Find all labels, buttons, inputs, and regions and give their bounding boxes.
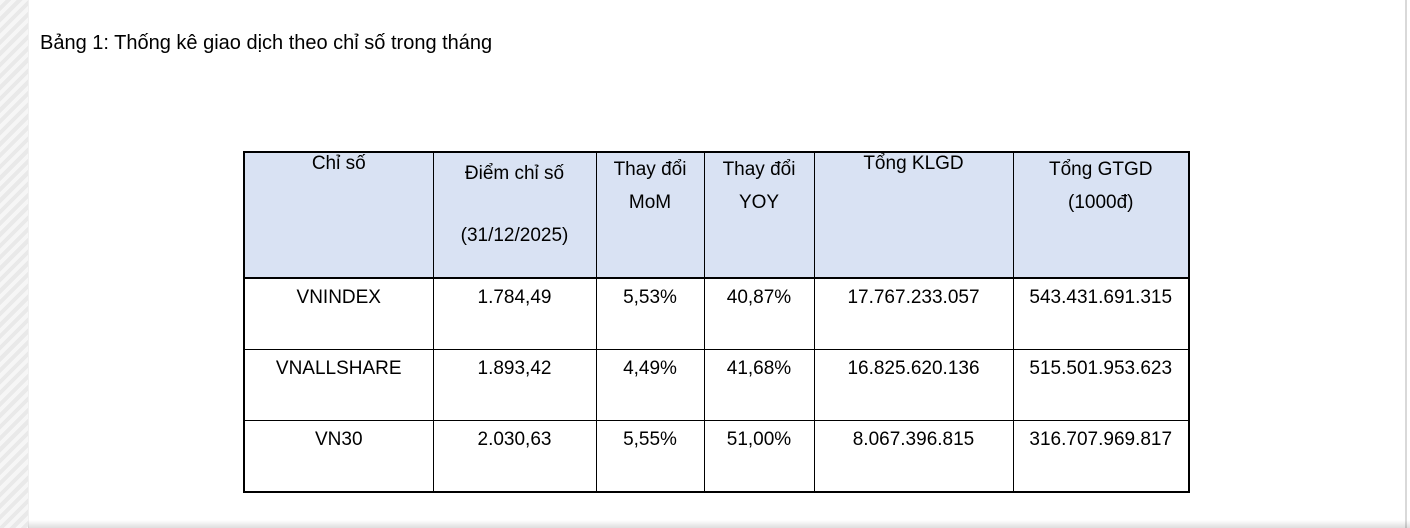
- table-row-vn30: VN30 2.030,63 5,55% 51,00% 8.067.396.815…: [243, 420, 1190, 493]
- col-header-sublabel: (1000đ): [1068, 192, 1134, 213]
- col-header-thay-doi-mom: Thay đổi MoM: [595, 151, 705, 279]
- col-header-label: Tổng KLGD: [863, 153, 964, 174]
- window-edge-texture: [0, 0, 29, 528]
- col-header-label: Thay đổi: [613, 159, 687, 180]
- cell-index-name: VNINDEX: [243, 277, 434, 350]
- cell-total-volume: 17.767.233.057: [813, 277, 1014, 350]
- cell-change-mom: 5,53%: [595, 277, 705, 350]
- col-header-label: Tổng GTGD: [1049, 159, 1153, 180]
- col-header-sublabel: (31/12/2025): [460, 225, 569, 246]
- cell-change-mom: 4,49%: [595, 349, 705, 421]
- cell-total-value: 543.431.691.315: [1012, 277, 1190, 350]
- col-header-diem-chi-so: Điểm chỉ số (31/12/2025): [432, 151, 597, 279]
- table-row-vnindex: VNINDEX 1.784,49 5,53% 40,87% 17.767.233…: [243, 277, 1190, 350]
- cell-change-yoy: 51,00%: [703, 420, 815, 493]
- col-header-chi-so: Chỉ số: [243, 151, 434, 279]
- cell-change-mom: 5,55%: [595, 420, 705, 493]
- cell-index-points: 1.893,42: [432, 349, 597, 421]
- cell-index-points: 2.030,63: [432, 420, 597, 493]
- col-header-label: Chỉ số: [311, 153, 366, 174]
- col-header-tong-gtgd: Tổng GTGD (1000đ): [1012, 151, 1190, 279]
- table-row-vnallshare: VNALLSHARE 1.893,42 4,49% 41,68% 16.825.…: [243, 349, 1190, 421]
- col-header-sublabel: MoM: [628, 192, 672, 213]
- cell-total-value: 515.501.953.623: [1012, 349, 1190, 421]
- cell-change-yoy: 41,68%: [703, 349, 815, 421]
- cell-index-points: 1.784,49: [432, 277, 597, 350]
- cell-total-volume: 8.067.396.815: [813, 420, 1014, 493]
- col-header-thay-doi-yoy: Thay đổi YOY: [703, 151, 815, 279]
- window-right-edge: [1405, 0, 1407, 528]
- index-statistics-table: Chỉ số Điểm chỉ số (31/12/2025) Thay đổi…: [243, 151, 1190, 493]
- cell-total-value: 316.707.969.817: [1012, 420, 1190, 493]
- col-header-tong-klgd: Tổng KLGD: [813, 151, 1014, 279]
- col-header-label: Điểm chỉ số: [464, 163, 565, 184]
- table-caption: Bảng 1: Thống kê giao dịch theo chỉ số t…: [40, 32, 493, 54]
- col-header-sublabel: YOY: [738, 192, 780, 213]
- cell-change-yoy: 40,87%: [703, 277, 815, 350]
- cell-index-name: VNALLSHARE: [243, 349, 434, 421]
- cell-index-name: VN30: [243, 420, 434, 493]
- col-header-label: Thay đổi: [722, 159, 796, 180]
- header-row: Chỉ số Điểm chỉ số (31/12/2025) Thay đổi…: [243, 151, 1190, 279]
- cell-total-volume: 16.825.620.136: [813, 349, 1014, 421]
- page-bottom-shadow: [28, 520, 1410, 528]
